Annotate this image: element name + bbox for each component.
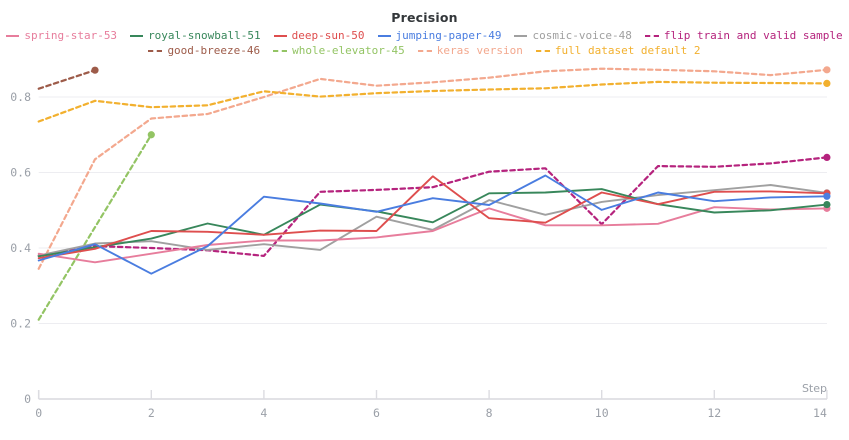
- legend-item-label: whole-elevator-45: [292, 44, 405, 57]
- legend-item-label: cosmic-voice-48: [532, 29, 632, 42]
- series-line-good-breeze-46[interactable]: [37, 69, 97, 90]
- legend-item-label: keras version: [436, 44, 523, 57]
- legend-item-jumping-paper-49[interactable]: jumping-paper-49: [377, 29, 502, 43]
- series-endpoint-dot-full-dataset-default-2[interactable]: [823, 79, 831, 88]
- legend-item-label: royal-snowball-51: [148, 29, 261, 42]
- legend-item-deep-sun-50[interactable]: deep-sun-50: [273, 29, 365, 43]
- dashed-line-swatch-icon: [273, 50, 288, 52]
- y-tick-label: 0.6: [10, 166, 31, 180]
- x-tick-label: 2: [148, 406, 155, 420]
- legend-item-cosmic-voice-48[interactable]: cosmic-voice-48: [514, 29, 632, 43]
- x-tick-label: 14: [813, 406, 827, 420]
- dashed-line-swatch-icon: [148, 50, 163, 52]
- legend-item-label: good-breeze-46: [167, 44, 261, 57]
- chart-title: Precision: [391, 10, 458, 25]
- series-line-jumping-paper-49[interactable]: [37, 174, 828, 275]
- series-line-cosmic-voice-48[interactable]: [37, 184, 828, 257]
- y-tick-label: 0.4: [10, 241, 31, 255]
- legend-item-label: spring-star-53: [24, 29, 118, 42]
- legend-item-whole-elevator-45[interactable]: whole-elevator-45: [273, 44, 405, 58]
- solid-line-swatch-icon: [514, 35, 528, 37]
- legend-item-label: flip train and valid sample: [663, 29, 843, 42]
- legend-item-label: full dataset default 2: [554, 44, 701, 57]
- legend-item-label: deep-sun-50: [291, 29, 365, 42]
- dashed-line-swatch-icon: [644, 35, 659, 37]
- series-line-spring-star-53[interactable]: [37, 206, 828, 264]
- series-endpoint-dot-whole-elevator-45[interactable]: [147, 131, 155, 139]
- y-tick-label: 0.2: [10, 317, 31, 331]
- dashed-line-swatch-icon: [417, 50, 432, 52]
- legend-item-royal-snowball-51[interactable]: royal-snowball-51: [130, 29, 261, 43]
- solid-line-swatch-icon: [6, 35, 20, 37]
- dashed-line-swatch-icon: [535, 50, 550, 52]
- legend-item-flip-train-and-valid-sample[interactable]: flip train and valid sample: [644, 29, 843, 43]
- legend-item-good-breeze-46[interactable]: good-breeze-46: [148, 44, 260, 58]
- x-axis-title: Step: [802, 382, 827, 395]
- y-tick-label: 0: [24, 392, 31, 406]
- series-endpoint-dot-good-breeze-46[interactable]: [91, 66, 99, 74]
- solid-line-swatch-icon: [273, 35, 287, 37]
- series-line-whole-elevator-45[interactable]: [37, 133, 153, 321]
- series-endpoint-dot-keras-version[interactable]: [823, 66, 831, 74]
- legend-item-full-dataset-default-2[interactable]: full dataset default 2: [535, 44, 701, 58]
- x-tick-label: 8: [486, 406, 493, 420]
- solid-line-swatch-icon: [377, 35, 391, 37]
- series-line-deep-sun-50[interactable]: [37, 175, 828, 260]
- series-line-royal-snowball-51[interactable]: [37, 188, 828, 258]
- legend-row-2: good-breeze-46 whole-elevator-45 keras ver…: [6, 44, 843, 58]
- x-tick-label: 10: [595, 406, 609, 420]
- x-tick-label: 4: [260, 406, 267, 420]
- legend-item-keras-version[interactable]: keras version: [417, 44, 523, 58]
- legend-item-label: jumping-paper-49: [395, 29, 502, 42]
- series-endpoint-dot-jumping-paper-49[interactable]: [823, 192, 831, 200]
- x-tick-label: 0: [35, 406, 42, 420]
- series-line-full-dataset-default-2[interactable]: [37, 80, 829, 123]
- series-line-keras-version[interactable]: [37, 67, 829, 270]
- x-tick-label: 12: [707, 406, 721, 420]
- legend-row-1: spring-star-53 royal-snowball-51 deep-sun-…: [6, 29, 843, 43]
- series-endpoint-dot-flip-train-and-valid-sample[interactable]: [823, 153, 831, 161]
- x-tick-label: 6: [373, 406, 380, 420]
- y-tick-label: 0.8: [10, 90, 31, 104]
- series-endpoint-dot-royal-snowball-51[interactable]: [823, 200, 831, 209]
- solid-line-swatch-icon: [130, 35, 144, 37]
- legend-item-spring-star-53[interactable]: spring-star-53: [6, 29, 117, 43]
- series-line-flip-train-and-valid-sample[interactable]: [37, 156, 829, 257]
